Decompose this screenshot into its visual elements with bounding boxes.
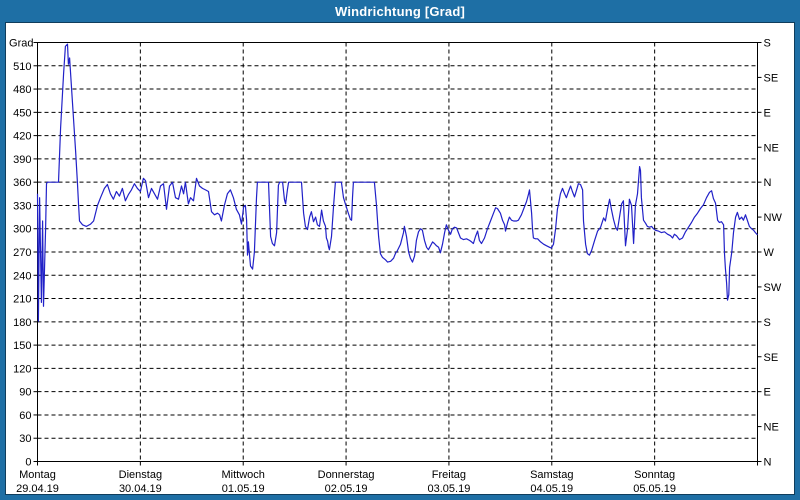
compass-label: N: [764, 457, 772, 469]
day-date-label: 30.04.19: [119, 483, 162, 495]
day-date-label: 01.05.19: [222, 483, 265, 495]
y-axis-label: 390: [13, 154, 31, 166]
compass-label: SE: [764, 352, 779, 364]
compass-label: NW: [764, 212, 783, 224]
day-name-label: Freitag: [432, 469, 466, 481]
y-axis-label: 60: [19, 410, 31, 422]
compass-label: SW: [764, 282, 782, 294]
day-name-label: Sonntag: [634, 469, 675, 481]
day-date-label: 03.05.19: [428, 483, 471, 495]
y-axis-unit-label: Grad: [9, 38, 33, 50]
day-name-label: Mittwoch: [222, 469, 265, 481]
y-axis-label: 150: [13, 340, 31, 352]
y-axis-label: 0: [25, 457, 31, 469]
compass-label: W: [764, 247, 775, 259]
y-axis-label: 210: [13, 294, 31, 306]
y-axis-label: 420: [13, 131, 31, 143]
y-axis-label: 360: [13, 177, 31, 189]
day-date-label: 04.05.19: [530, 483, 573, 495]
compass-label: NE: [764, 422, 779, 434]
compass-label: S: [764, 317, 771, 329]
compass-label: SE: [764, 72, 779, 84]
y-axis-label: 330: [13, 200, 31, 212]
y-axis-label: 270: [13, 247, 31, 259]
chart-panel: [5, 22, 795, 495]
compass-label: S: [764, 38, 771, 50]
y-axis-label: 480: [13, 84, 31, 96]
y-axis-label: 300: [13, 224, 31, 236]
window-title: Windrichtung [Grad]: [334, 3, 466, 19]
day-date-label: 05.05.19: [633, 483, 676, 495]
y-axis-label: 240: [13, 270, 31, 282]
day-date-label: 02.05.19: [325, 483, 368, 495]
day-name-label: Montag: [19, 469, 56, 481]
compass-label: E: [764, 387, 771, 399]
day-name-label: Donnerstag: [318, 469, 375, 481]
day-name-label: Samstag: [530, 469, 573, 481]
y-axis-label: 510: [13, 61, 31, 73]
title-bar: Windrichtung [Grad]: [0, 0, 800, 22]
day-name-label: Dienstag: [119, 469, 162, 481]
compass-label: N: [764, 177, 772, 189]
compass-label: NE: [764, 142, 779, 154]
day-date-label: 29.04.19: [16, 483, 59, 495]
y-axis-label: 30: [19, 433, 31, 445]
y-axis-label: 120: [13, 363, 31, 375]
y-axis-label: 450: [13, 107, 31, 119]
y-axis-label: 90: [19, 387, 31, 399]
compass-label: E: [764, 107, 771, 119]
wind-direction-line: [36, 43, 758, 322]
y-axis-label: 180: [13, 317, 31, 329]
